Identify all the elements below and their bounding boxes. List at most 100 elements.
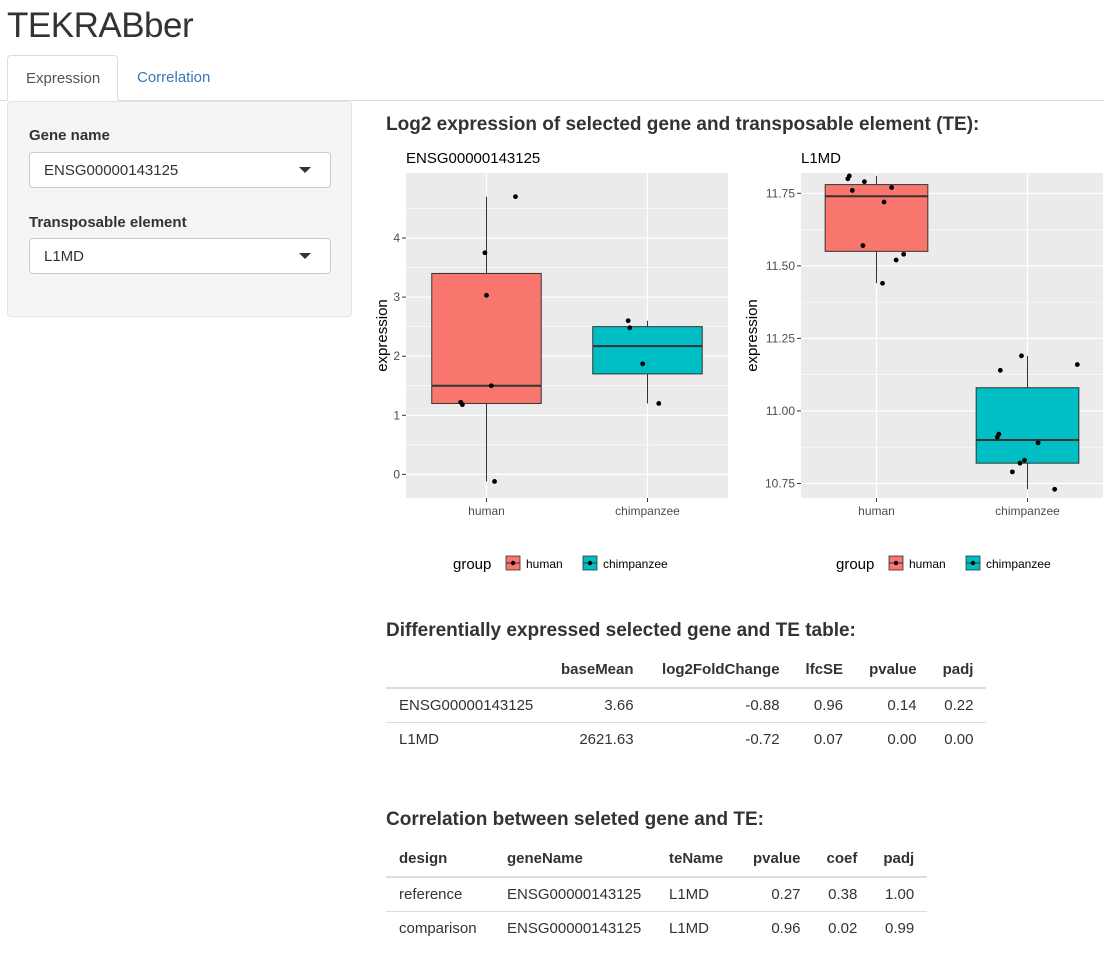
table-cell: 3.66 bbox=[604, 697, 634, 714]
sidebar-panel: Gene name ENSG00000143125 Transposable e… bbox=[7, 101, 352, 317]
table-cell: L1MD bbox=[386, 722, 548, 756]
y-tick-label: 1 bbox=[393, 408, 400, 422]
de-col-pvalue: pvalue bbox=[856, 651, 930, 689]
corr-col-pvalue: pvalue bbox=[740, 840, 814, 878]
legend-label: human bbox=[526, 557, 563, 571]
gene-name-value: ENSG00000143125 bbox=[44, 162, 179, 179]
de-table: baseMean log2FoldChange lfcSE pvalue pad… bbox=[386, 651, 987, 756]
de-col-padj: padj bbox=[929, 651, 987, 689]
de-col-log2foldchange: log2FoldChange bbox=[646, 651, 793, 689]
chart-title: ENSG00000143125 bbox=[406, 150, 540, 167]
table-cell: 0.22 bbox=[944, 697, 974, 714]
de-table-header: baseMean log2FoldChange lfcSE pvalue pad… bbox=[386, 651, 987, 689]
table-cell: ENSG00000143125 bbox=[494, 911, 656, 945]
legend-label: human bbox=[909, 557, 946, 571]
caret-down-icon bbox=[299, 167, 311, 173]
table-cell: 0.99 bbox=[870, 911, 928, 945]
data-point bbox=[459, 402, 465, 408]
data-point bbox=[627, 325, 633, 331]
table-cell: 0.07 bbox=[792, 722, 857, 756]
data-point bbox=[997, 367, 1003, 373]
corr-section-title: Correlation between seleted gene and TE: bbox=[386, 809, 764, 830]
y-tick-label: 11.75 bbox=[766, 186, 795, 200]
table-cell: 2621.63 bbox=[548, 722, 647, 756]
table-cell: 0.02 bbox=[813, 911, 871, 945]
x-tick-label: human bbox=[858, 504, 895, 518]
table-row: L1MD 2621.63 -0.72 0.07 0.00 0.00 bbox=[386, 722, 987, 756]
data-point bbox=[656, 401, 662, 406]
table-row: ENSG00000143125 3.66 -0.88 0.96 0.14 0.2… bbox=[386, 688, 986, 723]
table-row: reference ENSG00000143125 L1MD 0.27 0.38… bbox=[386, 877, 927, 912]
de-col-lfcse: lfcSE bbox=[792, 651, 857, 689]
x-tick-label: chimpanzee bbox=[615, 504, 680, 518]
data-point bbox=[994, 434, 1000, 440]
tab-expression[interactable]: Expression bbox=[7, 55, 118, 101]
de-col-name bbox=[386, 651, 548, 689]
data-point bbox=[1035, 440, 1041, 446]
gene-name-label: Gene name bbox=[29, 127, 110, 144]
legend-key-point bbox=[970, 560, 976, 566]
table-cell: L1MD bbox=[669, 886, 710, 903]
gene-name-select[interactable]: ENSG00000143125 bbox=[29, 152, 331, 188]
data-point bbox=[492, 479, 497, 484]
legend-key-point bbox=[893, 560, 899, 566]
x-tick-label: chimpanzee bbox=[995, 504, 1060, 518]
legend-label: chimpanzee bbox=[603, 557, 668, 571]
data-point bbox=[860, 243, 866, 248]
de-col-basemean: baseMean bbox=[548, 651, 647, 689]
data-point bbox=[1010, 469, 1015, 475]
data-point bbox=[488, 383, 494, 389]
table-cell: 0.00 bbox=[856, 722, 930, 756]
te-select[interactable]: L1MD bbox=[29, 238, 331, 274]
corr-col-design: design bbox=[386, 840, 494, 878]
corr-col-coef: coef bbox=[813, 840, 871, 878]
tab-divider bbox=[0, 100, 1104, 101]
data-point bbox=[901, 251, 907, 257]
corr-table-header: design geneName teName pvalue coef padj bbox=[386, 840, 928, 878]
data-point bbox=[513, 194, 518, 200]
y-tick-label: 11.00 bbox=[766, 404, 795, 418]
chart-title: L1MD bbox=[801, 150, 841, 167]
legend-title: group bbox=[836, 556, 874, 573]
table-cell: 0.00 bbox=[929, 722, 987, 756]
tab-correlation[interactable]: Correlation bbox=[137, 69, 211, 86]
y-tick-label: 3 bbox=[393, 290, 400, 304]
x-tick-label: human bbox=[468, 504, 505, 518]
table-cell: ENSG00000143125 bbox=[507, 886, 642, 903]
legend-label: chimpanzee bbox=[986, 557, 1051, 571]
corr-col-tename: teName bbox=[656, 840, 740, 878]
table-cell: 0.38 bbox=[828, 886, 858, 903]
y-tick-label: 4 bbox=[393, 231, 400, 245]
te-value: L1MD bbox=[44, 248, 85, 265]
table-cell: 0.96 bbox=[740, 911, 814, 945]
corr-col-genename: geneName bbox=[494, 840, 656, 878]
y-tick-label: 10.75 bbox=[765, 476, 795, 490]
data-point bbox=[484, 292, 489, 298]
y-tick-label: 11.50 bbox=[766, 259, 795, 273]
table-cell: 0.14 bbox=[887, 697, 917, 714]
y-axis-label: expression bbox=[744, 299, 761, 372]
box-human bbox=[824, 184, 929, 252]
table-cell: L1MD bbox=[656, 911, 740, 945]
y-tick-label: 11.25 bbox=[766, 331, 795, 345]
corr-col-padj: padj bbox=[870, 840, 928, 878]
table-cell: 0.27 bbox=[771, 886, 801, 903]
y-tick-label: 2 bbox=[393, 349, 400, 363]
data-point bbox=[849, 188, 855, 193]
table-cell: 1.00 bbox=[885, 886, 915, 903]
data-point bbox=[880, 280, 885, 286]
data-point bbox=[1074, 362, 1080, 367]
data-point bbox=[640, 361, 646, 367]
data-point bbox=[1022, 457, 1027, 463]
data-point bbox=[889, 185, 894, 190]
corr-table: design geneName teName pvalue coef padj … bbox=[386, 840, 928, 945]
table-cell: comparison bbox=[386, 911, 494, 945]
data-point bbox=[482, 250, 488, 256]
app-title: TEKRABber bbox=[7, 6, 194, 45]
y-tick-label: 0 bbox=[393, 467, 400, 481]
caret-down-icon bbox=[299, 253, 311, 259]
de-section-title: Differentially expressed selected gene a… bbox=[386, 620, 856, 641]
data-point bbox=[625, 318, 631, 324]
data-point bbox=[845, 176, 851, 182]
legend-key-point bbox=[587, 560, 593, 566]
